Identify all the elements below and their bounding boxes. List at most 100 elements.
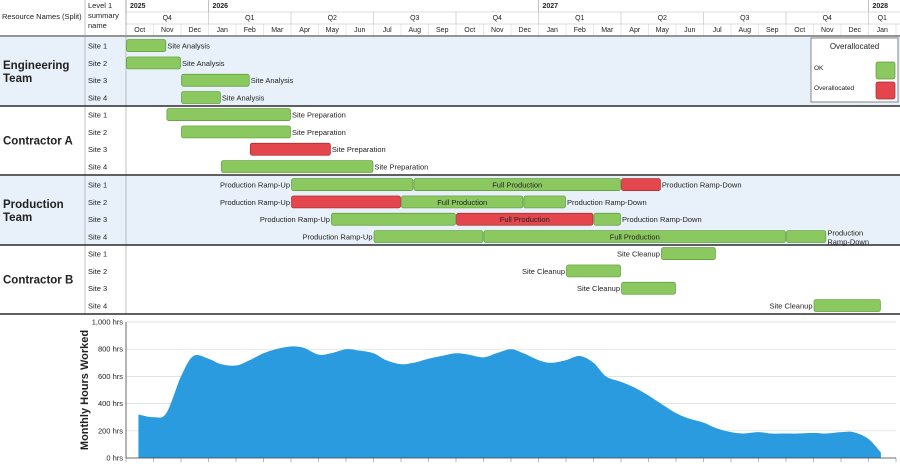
group-name: Team [3, 73, 32, 85]
month-label: Dec [189, 27, 202, 34]
resource-column-header: Resource Names (Split) [2, 12, 82, 21]
task-bar[interactable] [413, 178, 621, 191]
task-bar[interactable] [181, 73, 250, 87]
row-label: Site 1 [88, 110, 107, 119]
y-axis-title: Monthly Hours Worked [79, 330, 91, 450]
row-label: Site 1 [88, 249, 107, 258]
month-label: Oct [794, 27, 805, 34]
quarter-label: Q2 [328, 15, 337, 22]
month-label: Feb [244, 27, 256, 34]
task-label: Site Preparation [332, 145, 386, 154]
task-bar[interactable] [126, 56, 181, 70]
summary-column-header: Level 1 [88, 1, 112, 10]
task-bar[interactable] [291, 178, 414, 191]
legend-item-label: Overallocated [814, 85, 854, 92]
task-label: Production Ramp-Up [220, 180, 290, 189]
task-bar[interactable] [786, 230, 827, 243]
task-label: Full Production [500, 215, 550, 224]
row-label: Site 3 [88, 284, 107, 293]
year-label: 2026 [213, 3, 229, 10]
month-label: Mar [601, 27, 614, 34]
month-label: Aug [739, 27, 752, 34]
y-tick-label: 1,000 hrs [92, 318, 124, 327]
row-label: Site 3 [88, 76, 107, 85]
quarter-label: Q4 [823, 15, 832, 22]
task-bar[interactable] [523, 195, 566, 209]
task-label: Site Cleanup [617, 249, 660, 258]
month-label: Aug [409, 27, 422, 34]
task-label: Production Ramp-Up [260, 215, 330, 224]
task-bar[interactable] [249, 142, 331, 156]
month-label: Oct [464, 27, 475, 34]
summary-column-header: name [88, 21, 107, 30]
legend-item-label: OK [814, 65, 824, 72]
month-label: Feb [574, 27, 586, 34]
task-bar[interactable] [621, 178, 661, 191]
task-bar[interactable] [291, 195, 401, 209]
year-label: 2027 [543, 3, 559, 10]
row-label: Site 1 [88, 180, 107, 189]
month-label: Nov [491, 27, 504, 34]
y-tick-label: 800 hrs [98, 345, 123, 354]
month-label: Jan [547, 27, 558, 34]
task-bar[interactable] [593, 212, 621, 226]
task-label: Full Production [492, 180, 542, 189]
task-bar[interactable] [456, 212, 594, 226]
row-label: Site 4 [88, 301, 107, 310]
legend-swatch [875, 61, 896, 80]
task-bar[interactable] [331, 212, 456, 226]
task-label: Site Cleanup [522, 267, 565, 276]
group-name: Production [3, 199, 64, 211]
y-tick-label: 600 hrs [98, 372, 123, 381]
task-bar[interactable] [401, 195, 524, 209]
task-bar[interactable] [126, 39, 167, 53]
task-label: Site Cleanup [770, 301, 813, 310]
month-label: Jan [877, 27, 888, 34]
quarter-label: Q4 [493, 15, 502, 22]
month-label: Dec [849, 27, 862, 34]
task-label: Production [827, 229, 863, 238]
row-label: Site 2 [88, 198, 107, 207]
task-label: Ramp-Down [827, 238, 869, 247]
task-bar[interactable] [483, 230, 786, 243]
legend-swatch [875, 81, 896, 100]
month-label: Sep [436, 27, 449, 34]
task-bar[interactable] [813, 299, 881, 312]
task-label: Site Analysis [251, 76, 294, 85]
quarter-label: Q1 [245, 15, 254, 22]
task-label: Site Preparation [375, 162, 429, 171]
month-label: Dec [519, 27, 532, 34]
month-label: Jun [354, 27, 365, 34]
task-label: Production Ramp-Down [662, 180, 742, 189]
task-bar[interactable] [181, 91, 221, 104]
task-bar[interactable] [181, 125, 291, 139]
row-label: Site 4 [88, 162, 107, 171]
task-bar[interactable] [566, 264, 621, 278]
month-label: Apr [629, 27, 641, 34]
month-label: Sep [766, 27, 779, 34]
hours-area-series [138, 346, 881, 458]
quarter-label: Q1 [878, 15, 887, 22]
row-label: Site 4 [88, 232, 107, 241]
year-label: 2028 [873, 3, 889, 10]
group-name: Team [3, 212, 32, 224]
task-bar[interactable] [621, 281, 676, 295]
month-label: Jan [217, 27, 228, 34]
row-label: Site 3 [88, 215, 107, 224]
group-name: Engineering [3, 60, 69, 72]
task-label: Site Analysis [167, 41, 210, 50]
task-bar[interactable] [221, 160, 374, 173]
y-tick-label: 200 hrs [98, 426, 123, 435]
task-bar[interactable] [166, 108, 291, 122]
task-bar[interactable] [661, 247, 716, 260]
legend-title: Overallocated [830, 42, 879, 51]
row-label: Site 2 [88, 267, 107, 276]
quarter-label: Q4 [163, 15, 172, 22]
group-name: Contractor A [3, 136, 73, 148]
task-bar[interactable] [373, 230, 484, 243]
month-label: Nov [161, 27, 174, 34]
task-label: Site Analysis [222, 93, 265, 102]
month-label: Oct [134, 27, 145, 34]
